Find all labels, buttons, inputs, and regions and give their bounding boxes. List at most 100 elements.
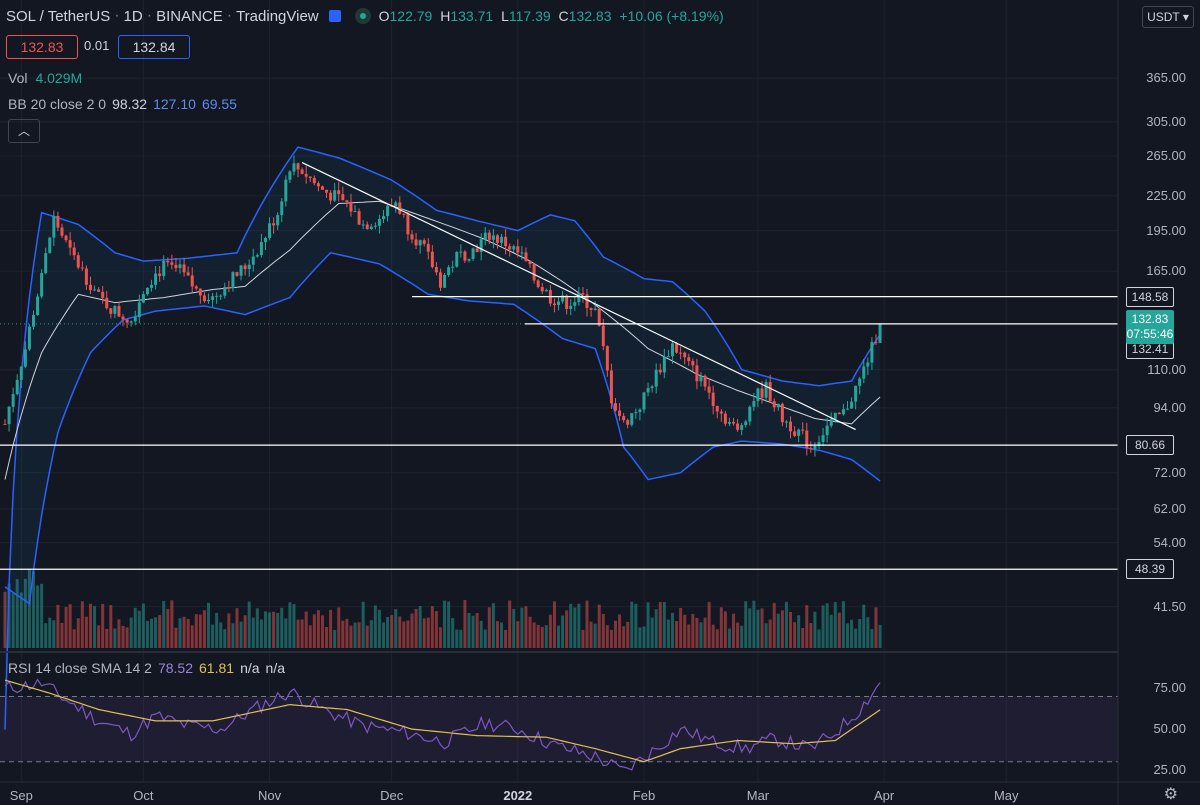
candle-body (235, 272, 239, 276)
price-axis-label: 225.00 (1146, 187, 1186, 203)
candle-body (426, 243, 430, 252)
source-label: TradingView (236, 7, 319, 25)
candle-body (455, 251, 459, 267)
volume-bar (170, 600, 174, 648)
candle-body (117, 306, 121, 317)
candle-body (646, 388, 650, 393)
candle-body (622, 415, 626, 421)
ohlc-values: O122.79 H133.71 L117.39 C132.83 +10.06 (… (379, 8, 728, 24)
volume-bar (540, 626, 544, 648)
candle-body (88, 284, 92, 291)
candle-body (268, 223, 272, 238)
currency-selector[interactable]: USDT ▾ (1142, 6, 1194, 28)
bb-lower-value: 69.55 (201, 96, 237, 112)
volume-bar (715, 629, 719, 648)
candle-body (97, 289, 101, 292)
candle-body (670, 343, 674, 357)
volume-bar (3, 591, 7, 648)
candle-body (512, 246, 516, 250)
candle-body (402, 213, 406, 215)
candle-body (679, 352, 683, 354)
candle-body (614, 403, 617, 411)
volume-bar (821, 605, 825, 648)
buy-price-button[interactable]: 132.84 (118, 35, 190, 59)
candle-body (703, 375, 707, 387)
volume-bar (64, 607, 68, 648)
volume-bar (382, 622, 386, 648)
candle-body (491, 235, 495, 240)
volume-bar (565, 610, 569, 648)
volume-bar (255, 608, 259, 648)
candle-body (760, 388, 764, 398)
candle-body (251, 256, 255, 265)
volume-bar (300, 619, 304, 648)
volume-bar (44, 623, 48, 648)
downtrend-line[interactable] (301, 162, 856, 431)
candle-body (170, 262, 174, 265)
volume-bar (801, 627, 805, 648)
candle-body (434, 267, 438, 273)
bar-countdown: 07:55:46 (1126, 327, 1174, 341)
volume-bar (166, 608, 170, 648)
close-value: 132.83 (568, 8, 612, 24)
interval-label[interactable]: 1D (123, 7, 143, 25)
candle-body (316, 183, 320, 187)
price-axis-label: 110.00 (1147, 361, 1186, 377)
candle-body (825, 425, 829, 436)
time-axis-label: Mar (746, 788, 770, 803)
candle-body (715, 405, 719, 412)
volume-bar (858, 618, 862, 648)
volume-bar (353, 622, 357, 648)
volume-bar (646, 602, 650, 648)
volume-bar (573, 607, 577, 648)
volume-bar (48, 617, 52, 648)
market-status-icon[interactable] (354, 8, 371, 24)
candle-body (373, 225, 377, 227)
candle-body (609, 370, 613, 404)
volume-bar (516, 621, 520, 648)
candle-body (247, 264, 251, 270)
volume-bar (182, 616, 186, 648)
candle-body (467, 258, 471, 261)
candle-body (451, 266, 455, 268)
volume-bar (784, 601, 788, 648)
candle-body (658, 369, 662, 373)
volume-bar (626, 621, 630, 648)
sep-dot: · (146, 7, 153, 24)
volume-bar (581, 629, 585, 648)
candle-body (854, 385, 858, 402)
candle-body (662, 356, 666, 373)
volume-bar (850, 619, 854, 648)
rsi-sma-value: 61.81 (199, 660, 235, 676)
candle-body (866, 362, 870, 367)
candle-body (52, 215, 56, 238)
candle-body (593, 308, 597, 310)
volume-bar (544, 625, 548, 648)
volume-bar (235, 608, 239, 648)
volume-bar (438, 627, 442, 648)
flag-icon[interactable] (328, 10, 341, 22)
volume-bar (56, 604, 60, 648)
gear-icon[interactable]: ⚙ (1163, 786, 1178, 803)
bollinger-legend[interactable]: BB 20 close 2 0 98.32 127.10 69.55 (8, 96, 237, 112)
symbol-title[interactable]: SOL / TetherUS (6, 7, 111, 25)
volume-legend[interactable]: Vol 4.029M (8, 70, 82, 86)
candle-body (133, 317, 137, 322)
collapse-legend-button[interactable]: ︿ (8, 119, 40, 143)
candle-body (44, 253, 48, 274)
volume-bar (650, 617, 654, 648)
candle-body (508, 246, 512, 250)
volume-bar (162, 600, 166, 648)
volume-bar (479, 620, 483, 648)
volume-bar (483, 629, 487, 648)
volume-bar (756, 609, 760, 648)
volume-bar (508, 600, 512, 648)
candle-body (263, 237, 267, 243)
volume-bar (121, 625, 125, 648)
rsi-legend[interactable]: RSI 14 close SMA 14 2 78.52 61.81 n/a n/a (8, 660, 285, 676)
volume-bar (524, 606, 528, 648)
sell-price-button[interactable]: 132.83 (6, 35, 78, 59)
high-value: 133.71 (450, 8, 494, 24)
candle-body (394, 202, 398, 207)
